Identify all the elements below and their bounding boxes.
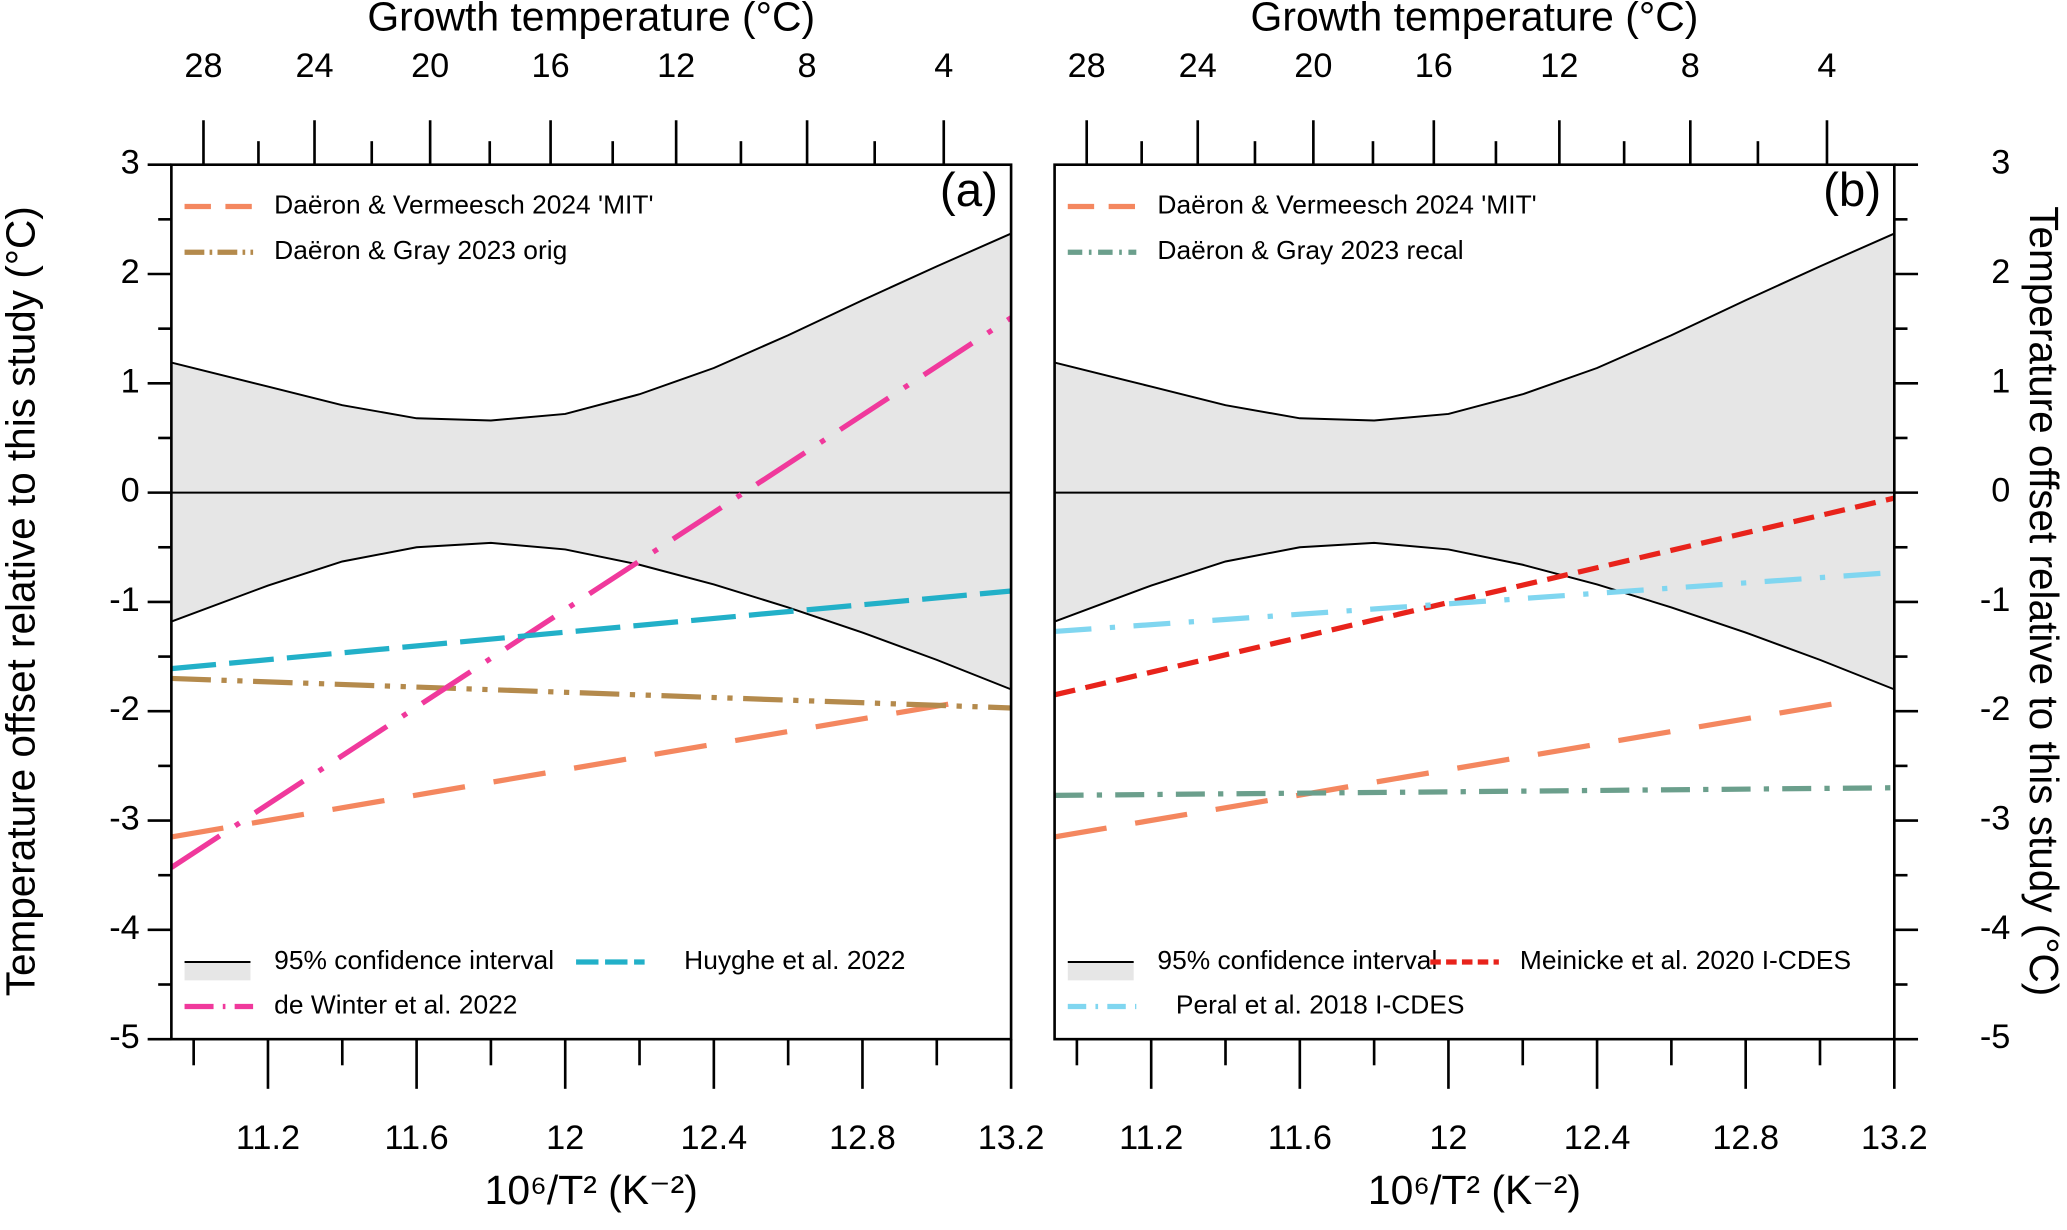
x-tick-label: 11.2 xyxy=(1119,1119,1183,1157)
x-tick-label: 13.2 xyxy=(1861,1119,1928,1157)
y-tick-label: 1 xyxy=(121,362,140,400)
x2-tick-label: 24 xyxy=(295,47,333,85)
x-tick-label: 11.2 xyxy=(236,1119,300,1157)
y-tick-label: -1 xyxy=(109,581,139,619)
series-layer xyxy=(1054,495,1895,840)
y-tick-label: 1 xyxy=(1991,362,2010,400)
legend-label: Peral et al. 2018 I-CDES xyxy=(1176,989,1465,1019)
x2-tick-label: 20 xyxy=(1294,47,1332,85)
y-axis-label: Temperature offset relative to this stud… xyxy=(0,206,44,996)
x2-axis-label: Growth temperature (°C) xyxy=(1251,0,1699,39)
series-layer xyxy=(171,315,1012,870)
band-upper xyxy=(1054,232,1895,422)
y-tick-label: -3 xyxy=(1980,800,2010,838)
x2-tick-label: 12 xyxy=(1540,47,1578,85)
y-tick-label: 3 xyxy=(121,144,140,182)
x-tick-label: 12.4 xyxy=(681,1119,748,1157)
y-tick-label: 2 xyxy=(1991,253,2010,291)
y-tick-label: -4 xyxy=(1980,909,2010,947)
x-axis-label: 10⁶/T² (K⁻²) xyxy=(485,1167,698,1213)
series-line xyxy=(1054,785,1895,799)
band-upper xyxy=(171,232,1012,422)
panel-label: (b) xyxy=(1823,164,1881,217)
x2-tick-label: 8 xyxy=(1681,47,1700,85)
legend-label: Meinicke et al. 2020 I-CDES xyxy=(1520,945,1851,975)
confidence-band xyxy=(171,233,1012,690)
legend-label: 95% confidence interval xyxy=(274,945,554,975)
legend-label: de Winter et al. 2022 xyxy=(274,989,517,1019)
legend-label: Daëron & Gray 2023 orig xyxy=(274,235,567,265)
y-tick-label: 0 xyxy=(1991,472,2010,510)
y-tick-label: -3 xyxy=(109,800,139,838)
band-lower xyxy=(1054,541,1895,691)
x-tick-label: 12.8 xyxy=(1712,1119,1779,1157)
confidence-band xyxy=(1054,233,1895,690)
series-line xyxy=(1054,495,1895,698)
y-tick-label: -2 xyxy=(1980,690,2010,728)
legend-label: 95% confidence interval xyxy=(1157,945,1437,975)
y-tick-label: -1 xyxy=(1980,581,2010,619)
y-tick-label: -5 xyxy=(1980,1018,2010,1056)
series-line xyxy=(1054,701,1836,840)
x2-tick-label: 16 xyxy=(532,47,570,85)
x-tick-label: 13.2 xyxy=(978,1119,1045,1157)
x2-axis-label: Growth temperature (°C) xyxy=(367,0,815,39)
x-tick-label: 12 xyxy=(546,1119,584,1157)
y-tick-label: 2 xyxy=(121,253,140,291)
x2-tick-label: 4 xyxy=(934,47,953,85)
x-tick-label: 12.4 xyxy=(1564,1119,1631,1157)
series-line xyxy=(171,315,1012,870)
x2-tick-label: 28 xyxy=(184,47,222,85)
legend-label: Daëron & Vermeesch 2024 'MIT' xyxy=(1157,190,1536,220)
x-tick-label: 12.8 xyxy=(829,1119,896,1157)
y-axis-label: Temperature offset relative to this stud… xyxy=(2021,206,2067,996)
series-line xyxy=(171,588,1012,672)
y-tick-label: 0 xyxy=(121,472,140,510)
y-tick-label: -5 xyxy=(109,1018,139,1056)
series-line xyxy=(171,701,953,840)
x-tick-label: 11.6 xyxy=(1268,1119,1332,1157)
x2-tick-label: 20 xyxy=(411,47,449,85)
band-lower xyxy=(171,541,1012,691)
x-tick-label: 11.6 xyxy=(385,1119,449,1157)
legend-label: Daëron & Gray 2023 recal xyxy=(1157,235,1463,265)
x2-tick-label: 4 xyxy=(1817,47,1836,85)
series-line xyxy=(171,675,1012,711)
x2-tick-label: 8 xyxy=(798,47,817,85)
x2-tick-label: 12 xyxy=(657,47,695,85)
y-tick-label: 3 xyxy=(1991,144,2010,182)
legend-band xyxy=(1067,962,1134,981)
y-tick-label: -2 xyxy=(109,690,139,728)
x2-tick-label: 16 xyxy=(1415,47,1453,85)
legend-label: Huyghe et al. 2022 xyxy=(684,945,905,975)
x2-tick-label: 28 xyxy=(1068,47,1106,85)
x-tick-label: 12 xyxy=(1429,1119,1467,1157)
y-tick-label: -4 xyxy=(109,909,139,947)
legend-band xyxy=(184,962,251,981)
series-line xyxy=(1054,569,1895,635)
x2-tick-label: 24 xyxy=(1179,47,1217,85)
legend-label: Daëron & Vermeesch 2024 'MIT' xyxy=(274,190,653,220)
x-axis-label: 10⁶/T² (K⁻²) xyxy=(1368,1167,1581,1213)
panel-label: (a) xyxy=(940,164,998,217)
